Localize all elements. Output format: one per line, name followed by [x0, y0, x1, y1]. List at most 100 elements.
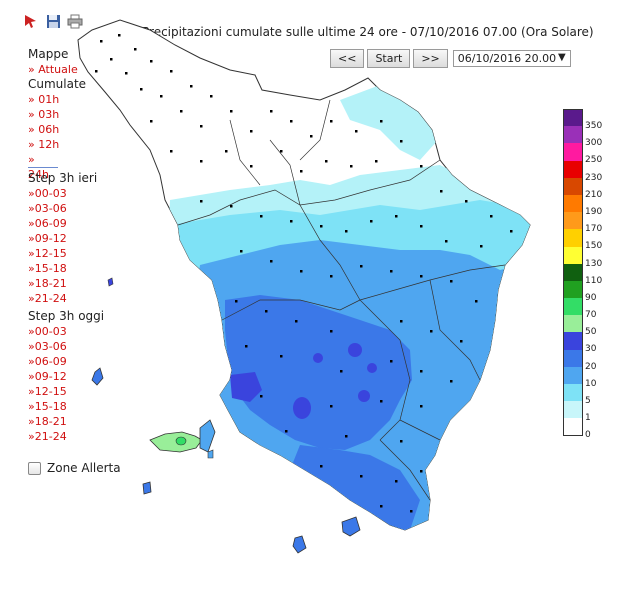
legend-label: 20 — [585, 361, 597, 372]
legend-swatch — [563, 160, 583, 178]
link-cumulate-24h[interactable]: » 24h — [28, 152, 58, 181]
legend-label: 250 — [585, 155, 603, 166]
link-ieri-03-06[interactable]: »03-06 — [28, 202, 67, 215]
legend-label: 50 — [585, 327, 597, 338]
link-ieri-21-24[interactable]: »21-24 — [28, 292, 67, 305]
link-oggi-00-03[interactable]: »00-03 — [28, 325, 67, 338]
link-oggi-21-24[interactable]: »21-24 — [28, 430, 67, 443]
date-select[interactable]: 06/10/2016 20.00 ▼ — [452, 50, 571, 67]
legend-swatch — [563, 229, 583, 247]
island-gorgona — [107, 277, 114, 287]
save-icon[interactable] — [44, 12, 62, 30]
legend-label: 230 — [585, 172, 603, 183]
step-oggi-header: Step 3h oggi — [28, 309, 105, 323]
link-ieri-12-15[interactable]: »12-15 — [28, 247, 67, 260]
legend-label: 190 — [585, 206, 603, 217]
next-button[interactable]: >> — [413, 49, 448, 68]
start-button[interactable]: Start — [367, 49, 411, 68]
legend-row: 300 — [563, 126, 603, 148]
legend-row: 20 — [563, 349, 603, 372]
step-ieri-header: Step 3h ieri — [28, 171, 98, 185]
legend-row: 50 — [563, 315, 603, 337]
legend-label: 210 — [585, 189, 603, 200]
link-cumulate-01h[interactable]: » 01h — [28, 93, 60, 106]
legend-swatch — [563, 366, 583, 384]
link-oggi-15-18[interactable]: »15-18 — [28, 400, 67, 413]
zone-30-50mm-d — [358, 390, 370, 402]
chevron-down-icon: ▼ — [558, 52, 566, 63]
legend-row: 250 — [563, 143, 603, 165]
zone-20-30mm — [225, 295, 412, 450]
legend-swatch — [563, 298, 583, 316]
legend-label: 1 — [585, 413, 591, 424]
legend-row: 110 — [563, 263, 603, 286]
legend-swatch — [563, 126, 583, 144]
legend-row: 5 — [563, 384, 603, 406]
arrow-cursor-icon[interactable] — [22, 12, 40, 30]
zone-allerta-checkbox[interactable] — [28, 461, 41, 475]
link-attuale[interactable]: » Attuale — [28, 63, 78, 76]
legend-label: 130 — [585, 258, 603, 269]
link-ieri-06-09[interactable]: »06-09 — [28, 217, 67, 230]
link-ieri-18-21[interactable]: »18-21 — [28, 277, 67, 290]
legend-label: 350 — [585, 121, 603, 131]
legend-row: 150 — [563, 229, 603, 251]
link-oggi-03-06[interactable]: »03-06 — [28, 340, 67, 353]
legend-swatch — [563, 212, 583, 230]
link-cumulate-06h[interactable]: » 06h — [28, 123, 60, 136]
link-ieri-09-12[interactable]: »09-12 — [28, 232, 67, 245]
island-elba-peak — [175, 436, 187, 446]
legend-swatch — [563, 332, 583, 350]
legend-row: 350 — [563, 109, 603, 131]
legend-label: 110 — [585, 275, 603, 286]
zone-allerta-toggle[interactable]: Zone Allerta — [28, 461, 121, 475]
legend-swatch — [563, 246, 583, 264]
page-title: Precipitazioni cumulate sulle ultime 24 … — [142, 25, 594, 39]
mappe-header: Mappe — [28, 47, 69, 61]
legend-swatch — [563, 109, 583, 127]
zone-30-50mm-b — [293, 397, 311, 419]
link-oggi-12-15[interactable]: »12-15 — [28, 385, 67, 398]
legend-label: 150 — [585, 241, 603, 252]
legend-swatch — [563, 177, 583, 195]
legend-swatch — [563, 194, 583, 213]
prev-button[interactable]: << — [330, 49, 365, 68]
zone-30-50mm-e — [313, 353, 323, 363]
island-elba-east — [199, 419, 216, 453]
link-oggi-06-09[interactable]: »06-09 — [28, 355, 67, 368]
link-cumulate-03h[interactable]: » 03h — [28, 108, 60, 121]
link-ieri-15-18[interactable]: »15-18 — [28, 262, 67, 275]
zone-1-5mm-north — [340, 85, 438, 160]
legend-label: 90 — [585, 292, 597, 303]
legend-row: 230 — [563, 160, 603, 183]
zone-30-50mm-c — [348, 343, 362, 357]
legend-swatch — [563, 280, 583, 299]
cumulate-header: Cumulate — [28, 77, 87, 91]
legend-label: 30 — [585, 344, 597, 355]
link-cumulate-12h[interactable]: » 12h — [28, 138, 60, 151]
link-ieri-00-03[interactable]: »00-03 — [28, 187, 67, 200]
legend-row: 130 — [563, 246, 603, 269]
link-oggi-09-12[interactable]: »09-12 — [28, 370, 67, 383]
date-select-value: 06/10/2016 20.00 — [457, 52, 557, 65]
station-points — [95, 34, 513, 513]
island-giglio — [292, 535, 307, 554]
legend-label: 300 — [585, 138, 603, 149]
legend-label: 0 — [585, 430, 591, 441]
legend-row: 170 — [563, 212, 603, 234]
zone-20-30mm-south — [290, 445, 420, 530]
legend-row: 190 — [563, 194, 603, 217]
legend-row: 70 — [563, 298, 603, 320]
legend-swatch — [563, 401, 583, 419]
legend-swatch — [563, 315, 583, 333]
legend-row: 1 — [563, 401, 603, 423]
zone-allerta-label: Zone Allerta — [47, 461, 121, 475]
legend-row: 90 — [563, 280, 603, 303]
legend-row: 210 — [563, 177, 603, 200]
legend-row: 30 — [563, 332, 603, 354]
print-icon[interactable] — [66, 12, 84, 30]
legend-label: 170 — [585, 224, 603, 235]
legend-label: 5 — [585, 396, 591, 406]
link-oggi-18-21[interactable]: »18-21 — [28, 415, 67, 428]
